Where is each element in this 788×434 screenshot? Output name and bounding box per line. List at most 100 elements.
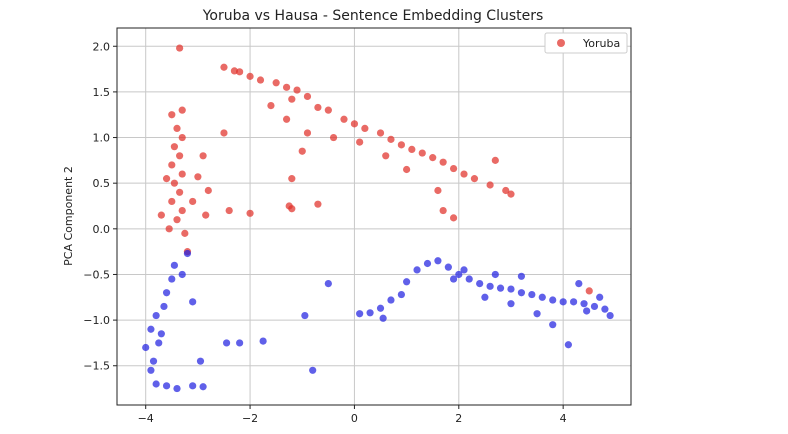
x-tick-label-4: 4 <box>560 412 567 425</box>
data-point-s0-50 <box>204 186 212 195</box>
data-point-s0-56 <box>176 152 184 160</box>
data-point-s0-49 <box>194 173 202 181</box>
data-point-s1-6 <box>157 330 165 338</box>
data-point-s1-9 <box>170 261 179 269</box>
data-point-s0-45 <box>225 206 233 215</box>
data-point-s1-26 <box>356 310 364 318</box>
data-point-s1-38 <box>465 275 473 283</box>
legend: Yoruba <box>544 32 628 54</box>
data-point-s0-52 <box>168 111 176 119</box>
data-point-s0-21 <box>429 154 437 162</box>
y-tick-label-2: −0.5 <box>83 268 110 281</box>
data-point-s0-38 <box>449 214 458 222</box>
data-point-s1-54 <box>564 341 572 349</box>
data-point-s1-58 <box>481 293 489 301</box>
data-point-s1-13 <box>173 384 181 393</box>
axis-ticks: −4 −2 0 2 4 −1.5 −1.0 −0.5 0.0 0.5 1.0 1.5 2.0 <box>83 40 566 425</box>
data-point-s1-36 <box>444 263 452 271</box>
data-point-s1-5 <box>160 302 168 311</box>
data-point-s0-34 <box>356 138 364 146</box>
data-point-s0-64 <box>165 225 173 233</box>
data-point-s1-11 <box>152 380 160 388</box>
data-point-s1-64 <box>583 307 591 315</box>
data-point-s1-17 <box>178 270 186 279</box>
data-point-s1-29 <box>379 314 387 322</box>
data-point-s0-59 <box>170 179 179 187</box>
data-point-s0-13 <box>340 115 348 123</box>
data-point-s1-35 <box>434 257 442 265</box>
data-point-s1-55 <box>549 321 557 329</box>
data-point-s0-37 <box>434 186 442 195</box>
plot-frame <box>116 27 632 406</box>
chart-title: Yoruba vs Hausa - Sentence Embedding Clu… <box>202 8 544 24</box>
data-point-s0-27 <box>502 186 510 195</box>
data-point-s1-50 <box>590 302 599 311</box>
data-point-s0-66 <box>157 211 165 219</box>
y-tick-label-1: −1.0 <box>83 314 110 327</box>
legend-label-yoruba: Yoruba <box>582 37 620 50</box>
data-point-s0-33 <box>329 133 338 142</box>
x-tick-label-3: 2 <box>455 412 462 425</box>
y-axis-label: PCA Component 2 <box>62 166 75 266</box>
data-point-s0-3 <box>236 68 244 76</box>
data-point-s1-18 <box>189 298 197 306</box>
data-point-s1-49 <box>580 300 588 308</box>
data-point-s0-32 <box>303 129 312 137</box>
x-tick-label-2: 0 <box>351 412 358 425</box>
y-tick-label-3: 0.0 <box>93 223 111 236</box>
data-point-s1-57 <box>507 300 515 308</box>
data-point-s0-43 <box>314 200 322 208</box>
grid-lines <box>117 28 631 405</box>
data-point-s0-18 <box>397 141 405 149</box>
data-points <box>142 44 614 393</box>
data-point-s0-10 <box>303 92 312 101</box>
data-point-s0-57 <box>168 161 176 169</box>
x-tick-label-0: −4 <box>138 412 154 425</box>
data-point-s0-46 <box>246 209 254 217</box>
data-point-s0-26 <box>486 181 494 189</box>
data-point-s1-62 <box>517 272 526 280</box>
data-point-s1-52 <box>606 311 614 320</box>
data-point-s0-30 <box>267 101 275 110</box>
data-point-s0-12 <box>324 106 332 114</box>
data-point-s0-55 <box>170 143 179 151</box>
data-point-s1-2 <box>149 357 158 365</box>
data-point-s0-11 <box>314 103 322 112</box>
data-point-s1-53 <box>596 293 604 301</box>
data-point-s1-47 <box>559 298 567 306</box>
data-point-s1-24 <box>309 366 317 374</box>
data-point-s1-30 <box>387 296 395 304</box>
data-point-s1-25 <box>324 279 332 288</box>
data-point-s0-14 <box>350 120 359 128</box>
data-point-s0-51 <box>178 106 186 114</box>
data-point-s1-59 <box>449 275 458 283</box>
data-point-s0-16 <box>376 129 385 137</box>
data-point-s0-60 <box>176 188 184 196</box>
data-point-s1-3 <box>155 339 163 347</box>
data-point-s0-63 <box>173 216 181 224</box>
data-point-s1-20 <box>222 339 231 347</box>
data-point-s1-1 <box>147 325 155 333</box>
data-point-s0-23 <box>449 164 458 173</box>
y-tick-label-6: 1.5 <box>93 86 111 99</box>
data-point-s0-0 <box>176 44 184 52</box>
data-point-s1-33 <box>413 266 421 274</box>
data-point-s1-12 <box>162 382 171 390</box>
data-point-s1-0 <box>142 343 150 352</box>
data-point-s0-48 <box>199 152 207 160</box>
y-tick-label-7: 2.0 <box>93 40 111 53</box>
data-point-s1-48 <box>569 298 578 306</box>
legend-box <box>544 32 628 54</box>
data-point-s1-21 <box>236 339 244 347</box>
data-point-s1-61 <box>491 270 499 279</box>
data-point-s1-63 <box>575 279 583 288</box>
data-point-s0-40 <box>288 175 296 183</box>
data-point-s0-17 <box>387 135 395 143</box>
data-point-s0-24 <box>460 170 468 178</box>
data-point-s1-4 <box>152 311 160 320</box>
data-point-s0-67 <box>162 175 171 183</box>
data-point-s1-60 <box>460 266 468 274</box>
data-point-s1-19 <box>196 357 205 365</box>
data-point-s0-42 <box>288 205 296 213</box>
